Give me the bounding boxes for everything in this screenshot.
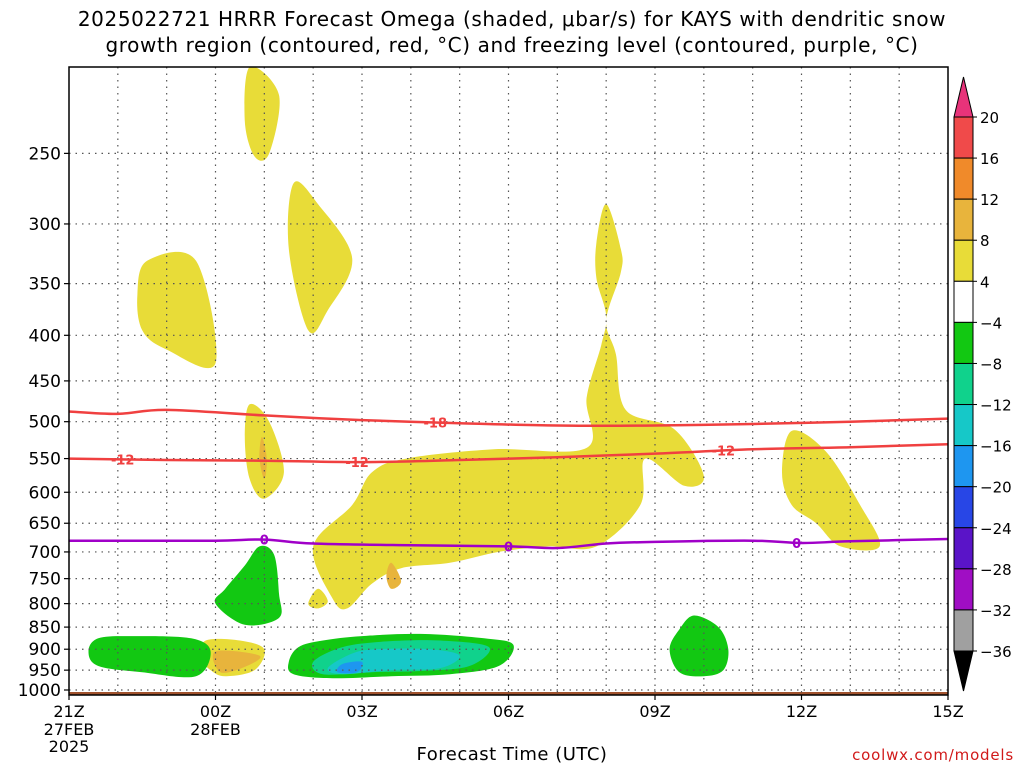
omega-region bbox=[386, 562, 402, 589]
colorbar-label: −12 bbox=[980, 397, 1012, 415]
x-tick-label: 15Z bbox=[932, 702, 963, 721]
x-tick-sublabel: 2025 bbox=[49, 737, 90, 756]
x-tick-label: 12Z bbox=[786, 702, 817, 721]
colorbar-swatch bbox=[953, 362, 974, 406]
colorbar-label: −36 bbox=[980, 643, 1012, 661]
colorbar-swatch bbox=[953, 239, 974, 282]
colorbar-swatch bbox=[953, 157, 974, 200]
colorbar-label: 12 bbox=[980, 191, 999, 209]
x-tick-label: 00Z bbox=[200, 702, 231, 721]
x-tick-sublabel: 27FEB bbox=[44, 720, 95, 739]
colorbar-label: −4 bbox=[980, 314, 1002, 332]
colorbar-label: 20 bbox=[980, 109, 999, 127]
contour-line bbox=[68, 408, 949, 428]
y-tick-label: 550 bbox=[29, 450, 61, 470]
x-axis-label: Forecast Time (UTC) bbox=[416, 744, 608, 765]
y-tick-label: 600 bbox=[29, 483, 61, 503]
x-tick-sublabel: 28FEB bbox=[190, 720, 241, 739]
colorbar-swatch bbox=[953, 445, 974, 488]
omega-region bbox=[214, 545, 282, 626]
contour-line bbox=[68, 537, 949, 550]
y-tick-label: 500 bbox=[29, 413, 61, 433]
contour-label: -12 bbox=[111, 453, 135, 468]
colorbar-swatch bbox=[953, 321, 974, 364]
omega-region bbox=[308, 588, 328, 609]
y-tick-label: 850 bbox=[29, 618, 61, 638]
y-tick-label: 400 bbox=[29, 326, 61, 346]
colorbar-swatch bbox=[953, 404, 974, 447]
colorbar-bottom-arrow bbox=[953, 650, 974, 692]
x-tick-label: 06Z bbox=[493, 702, 524, 721]
y-tick-label: 800 bbox=[29, 595, 61, 615]
y-tick-label: 750 bbox=[29, 570, 61, 590]
colorbar-label: −8 bbox=[980, 355, 1002, 373]
omega-region bbox=[287, 181, 353, 334]
y-tick-label: 1000 bbox=[18, 681, 61, 701]
x-tick-label: 03Z bbox=[346, 702, 377, 721]
colorbar-label: −16 bbox=[980, 438, 1012, 456]
contour-label: 0 bbox=[504, 540, 513, 555]
omega-region bbox=[312, 204, 704, 610]
omega-region bbox=[244, 67, 280, 161]
y-tick-label: 950 bbox=[29, 661, 61, 681]
colorbar-swatch bbox=[953, 609, 974, 652]
omega-shading bbox=[88, 67, 881, 679]
colorbar-swatch bbox=[953, 198, 974, 241]
x-tick-label: 09Z bbox=[639, 702, 670, 721]
y-tick-label: 650 bbox=[29, 514, 61, 534]
omega-region bbox=[212, 650, 261, 673]
contour-line bbox=[68, 442, 949, 464]
contour-label: -12 bbox=[345, 456, 369, 471]
y-tick-label: 900 bbox=[29, 640, 61, 660]
colorbar-label: −28 bbox=[980, 561, 1012, 579]
colorbar-label: −20 bbox=[980, 479, 1012, 497]
chart-title-line1: 2025022721 HRRR Forecast Omega (shaded, … bbox=[77, 7, 947, 31]
omega-region bbox=[137, 251, 217, 369]
colorbar-label: 4 bbox=[980, 273, 990, 291]
colorbar-label: 16 bbox=[980, 150, 999, 168]
colorbar: 20 16 12 8 4 −4 −8 −12 −16 −20 −24 −28 −32 −36 bbox=[953, 76, 1012, 692]
contour-label: -12 bbox=[712, 445, 736, 460]
colorbar-swatch bbox=[953, 280, 974, 323]
omega-region bbox=[88, 636, 211, 678]
y-tick-label: 300 bbox=[29, 215, 61, 235]
y-tick-label: 250 bbox=[29, 144, 61, 164]
omega-region bbox=[259, 436, 267, 480]
colorbar-swatch bbox=[953, 527, 974, 570]
omega-region bbox=[782, 430, 881, 551]
colorbar-swatch bbox=[953, 486, 974, 529]
grid bbox=[69, 67, 948, 695]
contour-label: -18 bbox=[424, 416, 448, 431]
omega-region bbox=[669, 615, 729, 677]
y-tick-label: 450 bbox=[29, 372, 61, 392]
colorbar-swatch bbox=[953, 116, 974, 159]
colorbar-label: −32 bbox=[980, 602, 1012, 620]
colorbar-label: −24 bbox=[980, 520, 1012, 538]
credit-text: coolwx.com/models bbox=[852, 746, 1014, 764]
contour-label: 0 bbox=[792, 537, 801, 552]
terrain-ground bbox=[69, 692, 948, 695]
colorbar-swatch bbox=[953, 568, 974, 611]
colorbar-label: 8 bbox=[980, 232, 990, 250]
colorbar-top-arrow bbox=[953, 76, 974, 118]
x-tick-label: 21Z bbox=[53, 702, 84, 721]
contour-label: 0 bbox=[260, 534, 269, 549]
y-tick-label: 700 bbox=[29, 543, 61, 563]
chart-title-line2: growth region (contoured, red, °C) and f… bbox=[105, 33, 919, 57]
y-tick-label: 350 bbox=[29, 275, 61, 295]
